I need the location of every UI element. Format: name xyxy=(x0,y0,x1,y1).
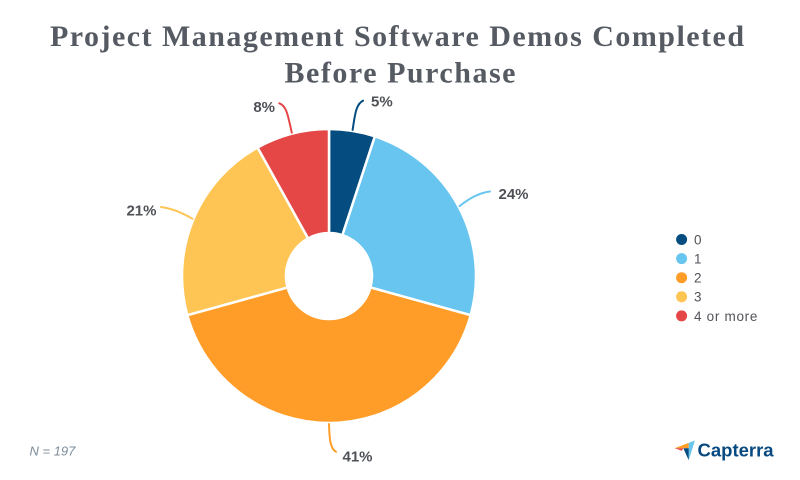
svg-text:21%: 21% xyxy=(126,202,156,219)
svg-text:2: 2 xyxy=(694,271,702,286)
svg-text:3: 3 xyxy=(694,290,702,305)
svg-text:Capterra: Capterra xyxy=(698,440,775,461)
svg-text:1: 1 xyxy=(694,252,702,267)
svg-text:8%: 8% xyxy=(253,99,275,116)
svg-text:0: 0 xyxy=(694,232,702,247)
svg-text:N = 197: N = 197 xyxy=(30,443,77,458)
svg-text:4 or more: 4 or more xyxy=(694,309,758,324)
svg-text:24%: 24% xyxy=(499,186,529,203)
svg-text:41%: 41% xyxy=(343,448,373,465)
svg-text:5%: 5% xyxy=(371,93,393,110)
svg-text:Before Purchase: Before Purchase xyxy=(285,57,516,90)
svg-text:Project Management Software De: Project Management Software Demos Comple… xyxy=(50,20,744,53)
